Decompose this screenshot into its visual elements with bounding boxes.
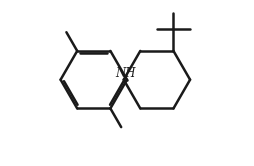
Text: NH: NH <box>115 67 136 80</box>
